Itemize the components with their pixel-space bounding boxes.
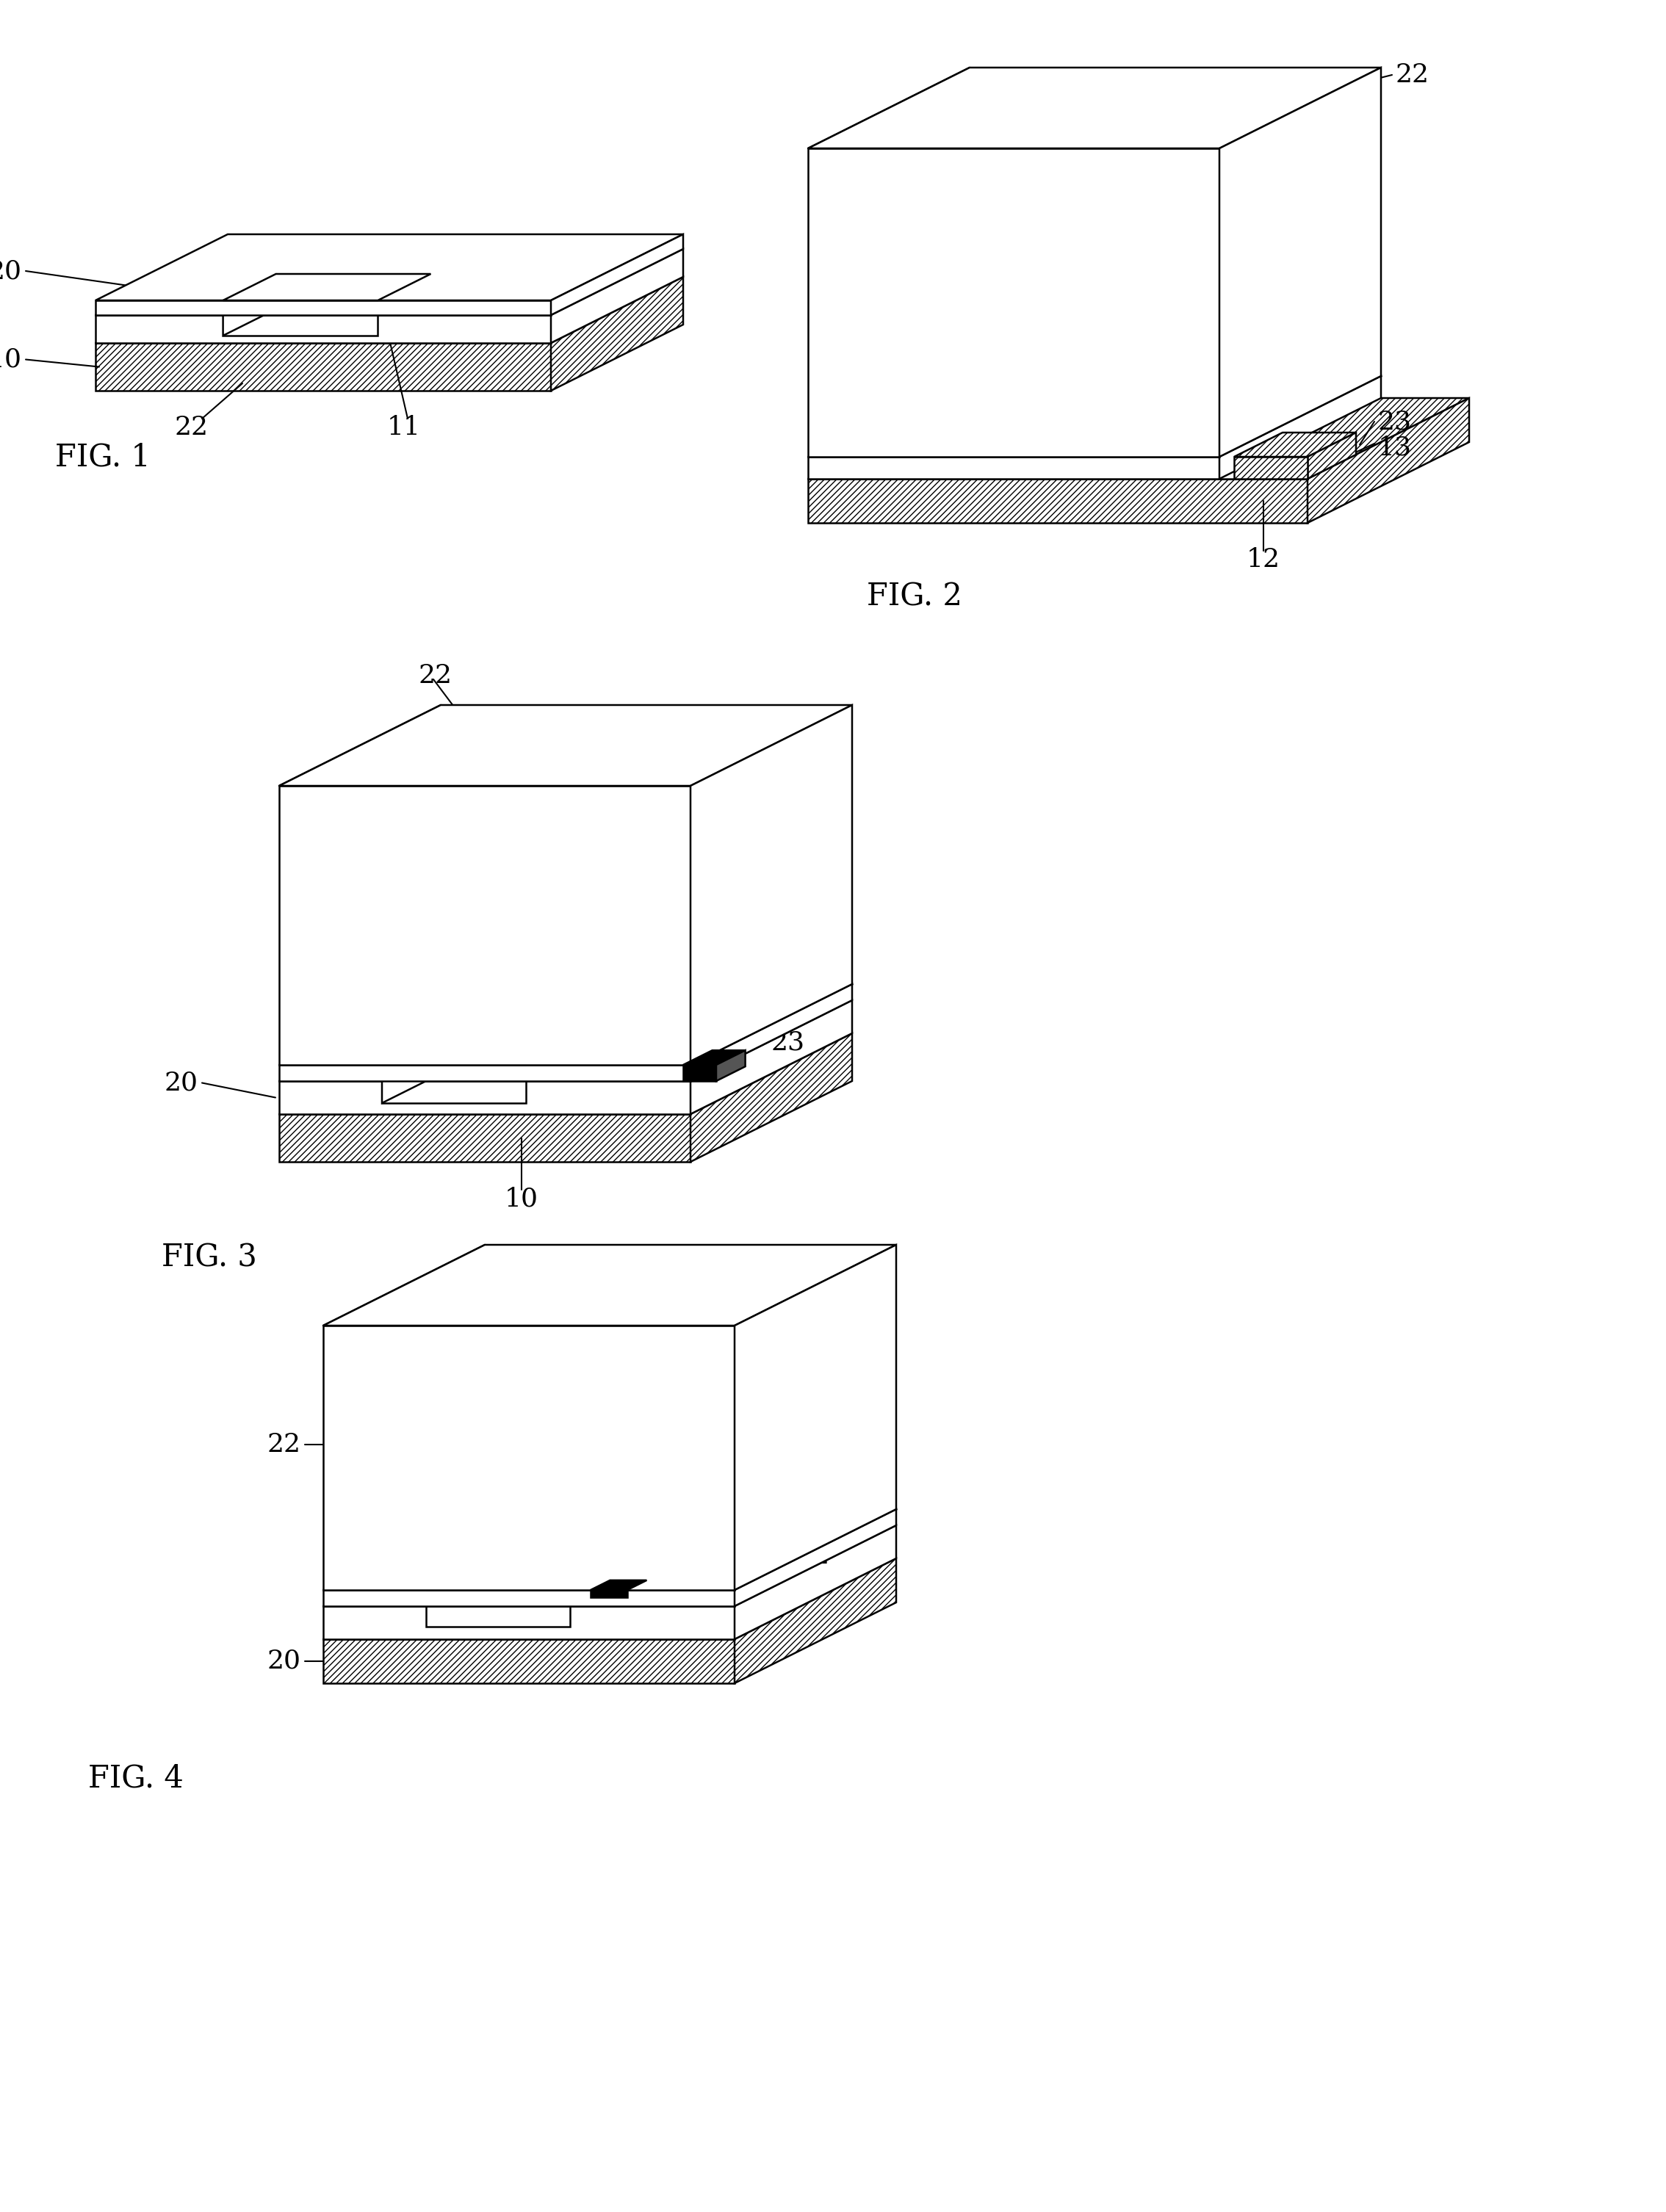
- Polygon shape: [808, 69, 1381, 148]
- Polygon shape: [95, 314, 551, 343]
- Polygon shape: [323, 1509, 896, 1590]
- Polygon shape: [590, 1590, 628, 1597]
- Polygon shape: [280, 1082, 690, 1115]
- Polygon shape: [95, 301, 551, 314]
- Polygon shape: [808, 478, 1308, 522]
- Text: 22: 22: [267, 1431, 302, 1458]
- Text: 20: 20: [165, 1071, 198, 1095]
- Polygon shape: [690, 1000, 851, 1115]
- Polygon shape: [808, 376, 1381, 458]
- Polygon shape: [590, 1579, 646, 1590]
- Polygon shape: [426, 1575, 631, 1606]
- Polygon shape: [735, 1509, 896, 1606]
- Polygon shape: [1220, 376, 1381, 478]
- Polygon shape: [735, 1245, 896, 1590]
- Polygon shape: [223, 288, 431, 314]
- Polygon shape: [95, 234, 683, 301]
- Text: 22: 22: [173, 416, 208, 440]
- Polygon shape: [382, 1035, 588, 1064]
- Polygon shape: [426, 1606, 570, 1626]
- Polygon shape: [223, 274, 431, 301]
- Text: 20: 20: [0, 259, 22, 283]
- Text: 10: 10: [505, 1186, 538, 1210]
- Polygon shape: [551, 234, 683, 314]
- Polygon shape: [323, 1325, 735, 1590]
- Polygon shape: [716, 1051, 745, 1082]
- Polygon shape: [95, 250, 683, 314]
- Text: FIG. 3: FIG. 3: [162, 1241, 257, 1272]
- Polygon shape: [280, 1064, 690, 1082]
- Text: 12: 12: [1246, 546, 1281, 573]
- Polygon shape: [280, 1033, 851, 1115]
- Polygon shape: [1308, 398, 1469, 522]
- Text: 10: 10: [0, 347, 22, 372]
- Polygon shape: [426, 1559, 631, 1590]
- Polygon shape: [735, 1526, 896, 1639]
- Polygon shape: [382, 1082, 526, 1104]
- Polygon shape: [382, 1051, 588, 1082]
- Polygon shape: [808, 398, 1469, 478]
- Polygon shape: [223, 314, 378, 336]
- Polygon shape: [690, 1033, 851, 1161]
- Polygon shape: [323, 1606, 735, 1639]
- Text: 22: 22: [1396, 62, 1429, 88]
- Text: 22: 22: [418, 664, 453, 688]
- Text: 23: 23: [1378, 409, 1411, 434]
- Polygon shape: [1308, 434, 1356, 478]
- Polygon shape: [323, 1559, 896, 1639]
- Polygon shape: [280, 785, 690, 1064]
- Polygon shape: [280, 984, 851, 1064]
- Polygon shape: [735, 1559, 896, 1683]
- Text: FIG. 1: FIG. 1: [55, 442, 150, 471]
- Text: 13: 13: [1378, 436, 1411, 460]
- Polygon shape: [382, 1051, 443, 1104]
- Text: 11: 11: [387, 416, 421, 440]
- Polygon shape: [95, 343, 551, 392]
- Polygon shape: [280, 706, 851, 785]
- Text: 23: 23: [771, 1031, 805, 1055]
- Text: FIG. 2: FIG. 2: [866, 582, 963, 613]
- Polygon shape: [808, 458, 1308, 478]
- Polygon shape: [323, 1590, 735, 1606]
- Polygon shape: [1235, 434, 1356, 458]
- Polygon shape: [683, 1051, 745, 1064]
- Polygon shape: [551, 250, 683, 343]
- Polygon shape: [1220, 69, 1381, 458]
- Polygon shape: [280, 1000, 851, 1082]
- Polygon shape: [323, 1639, 735, 1683]
- Polygon shape: [690, 984, 851, 1082]
- Polygon shape: [323, 1526, 896, 1606]
- Text: FIG. 4: FIG. 4: [88, 1763, 183, 1794]
- Polygon shape: [280, 1115, 690, 1161]
- Polygon shape: [683, 1064, 716, 1082]
- Polygon shape: [690, 706, 851, 1064]
- Polygon shape: [95, 276, 683, 343]
- Polygon shape: [551, 276, 683, 392]
- Text: 20: 20: [267, 1648, 302, 1674]
- Polygon shape: [1235, 458, 1308, 478]
- Polygon shape: [223, 288, 277, 336]
- Text: 32: 32: [796, 1544, 830, 1568]
- Polygon shape: [808, 148, 1220, 458]
- Polygon shape: [323, 1245, 896, 1325]
